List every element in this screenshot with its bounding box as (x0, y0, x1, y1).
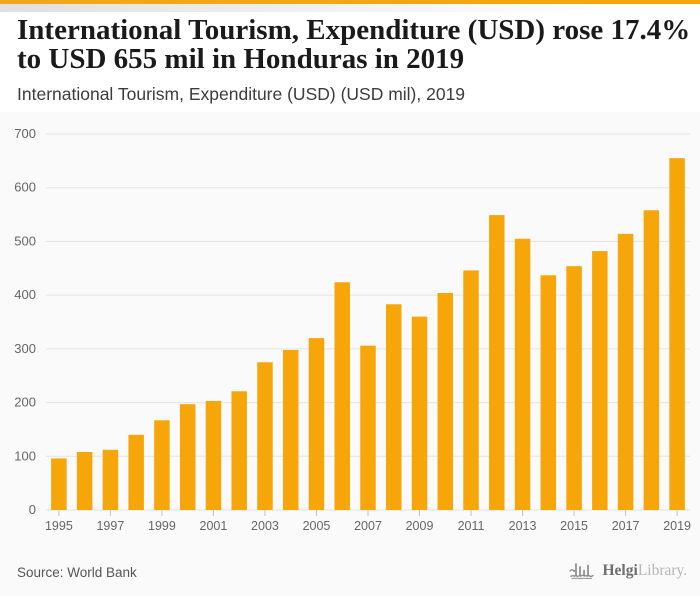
svg-text:2005: 2005 (303, 519, 331, 533)
svg-text:2017: 2017 (612, 519, 640, 533)
svg-text:2015: 2015 (560, 519, 588, 533)
svg-text:500: 500 (14, 233, 36, 248)
svg-text:1999: 1999 (148, 519, 176, 533)
svg-text:700: 700 (14, 126, 36, 141)
svg-text:300: 300 (14, 341, 36, 356)
svg-text:2019: 2019 (663, 519, 691, 533)
svg-text:2003: 2003 (251, 519, 279, 533)
svg-text:1995: 1995 (45, 519, 73, 533)
svg-text:200: 200 (14, 395, 36, 410)
svg-text:400: 400 (14, 287, 36, 302)
svg-text:1997: 1997 (96, 519, 124, 533)
svg-text:100: 100 (14, 448, 36, 463)
svg-text:600: 600 (14, 180, 36, 195)
svg-text:0: 0 (29, 502, 36, 517)
svg-text:2007: 2007 (354, 519, 382, 533)
svg-text:2013: 2013 (509, 519, 537, 533)
svg-text:2001: 2001 (200, 519, 228, 533)
svg-text:2011: 2011 (458, 519, 485, 533)
svg-text:2009: 2009 (406, 519, 434, 533)
